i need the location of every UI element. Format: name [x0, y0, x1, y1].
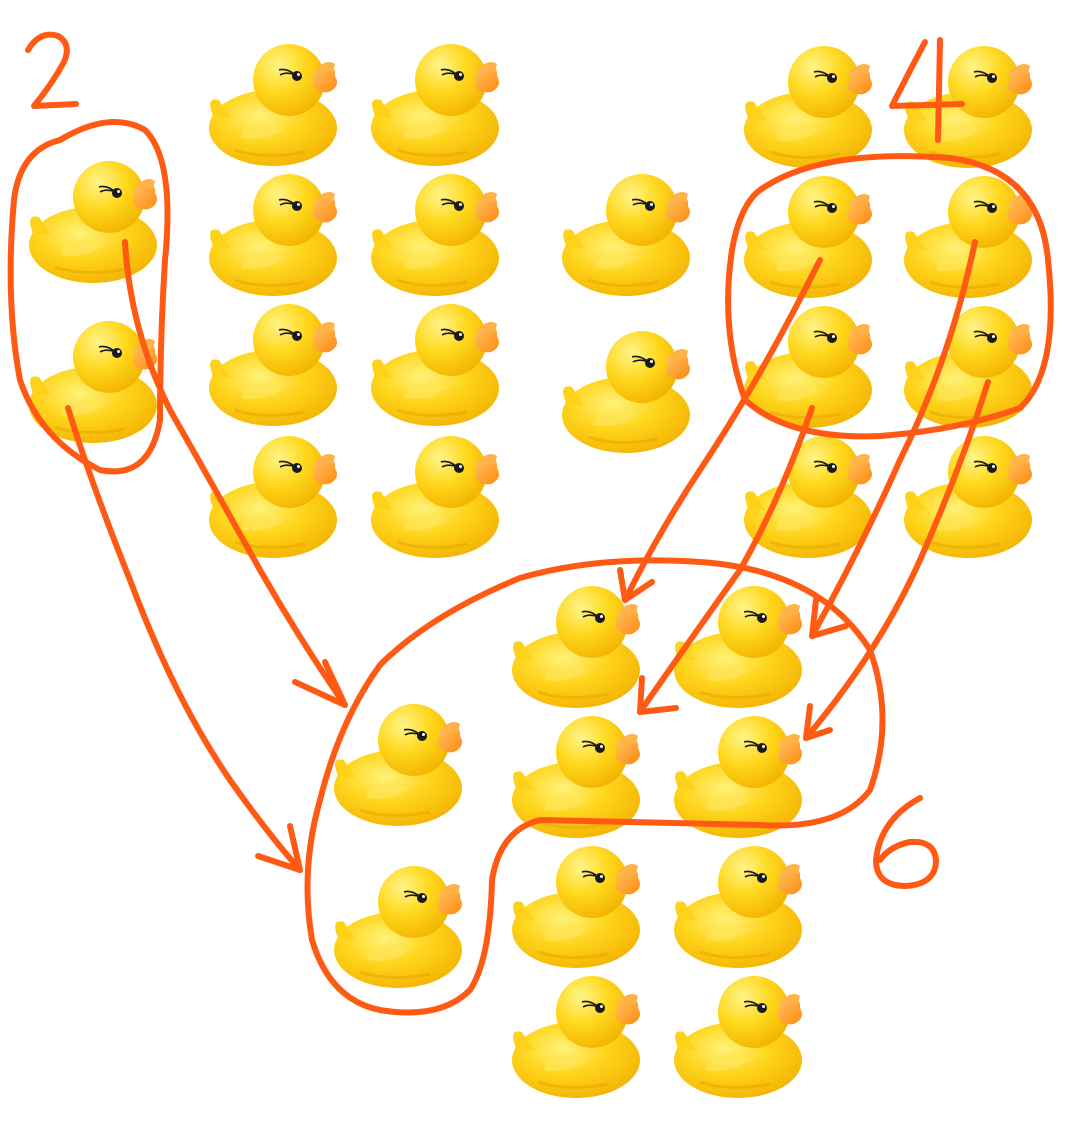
number-4-label	[889, 37, 965, 143]
duck-icon	[369, 172, 501, 298]
arrow-head-right-1	[617, 567, 655, 603]
duck-icon	[672, 844, 804, 970]
number-6-label	[873, 795, 939, 889]
arrow-head-right-4	[803, 703, 833, 741]
duck-group-left	[27, 159, 159, 445]
duck-icon	[560, 172, 692, 298]
duck-icon	[332, 864, 464, 990]
duck-group-result	[332, 584, 804, 1100]
duck-icon	[27, 319, 159, 445]
duck-icon	[742, 44, 874, 170]
right-group-loop	[725, 153, 1054, 440]
duck-icon	[207, 42, 339, 168]
duck-icon	[207, 302, 339, 428]
duck-icon	[369, 434, 501, 560]
duck-icon	[742, 434, 874, 560]
duck-icon	[510, 974, 642, 1100]
duck-icon	[672, 974, 804, 1100]
duck-icon	[902, 434, 1034, 560]
duck-group-unused	[207, 42, 692, 560]
arrow-right-3	[809, 239, 978, 639]
duck-icon	[332, 702, 464, 828]
arrow-head-right-3	[809, 597, 849, 639]
duck-icon	[369, 302, 501, 428]
arrow-left-1	[122, 239, 348, 708]
duck-icon	[27, 159, 159, 285]
duck-icon	[672, 584, 804, 710]
arrow-right-2	[637, 405, 815, 715]
duck-icon	[510, 584, 642, 710]
arrow-head-left-2	[255, 823, 303, 873]
arrow-head-right-2	[637, 675, 679, 715]
arrow-left-2	[65, 405, 303, 873]
arrow-right-1	[622, 257, 823, 603]
arrow-head-left-1	[292, 659, 348, 708]
number-2-label	[25, 31, 79, 109]
arrow-right-4	[803, 379, 991, 741]
duck-icon	[369, 42, 501, 168]
left-group-loop	[7, 119, 171, 475]
duck-icon	[560, 329, 692, 455]
duck-icon	[510, 844, 642, 970]
duck-icon	[672, 714, 804, 840]
duck-icon	[207, 434, 339, 560]
duck-icon	[207, 172, 339, 298]
result-group-loop	[304, 557, 886, 1016]
